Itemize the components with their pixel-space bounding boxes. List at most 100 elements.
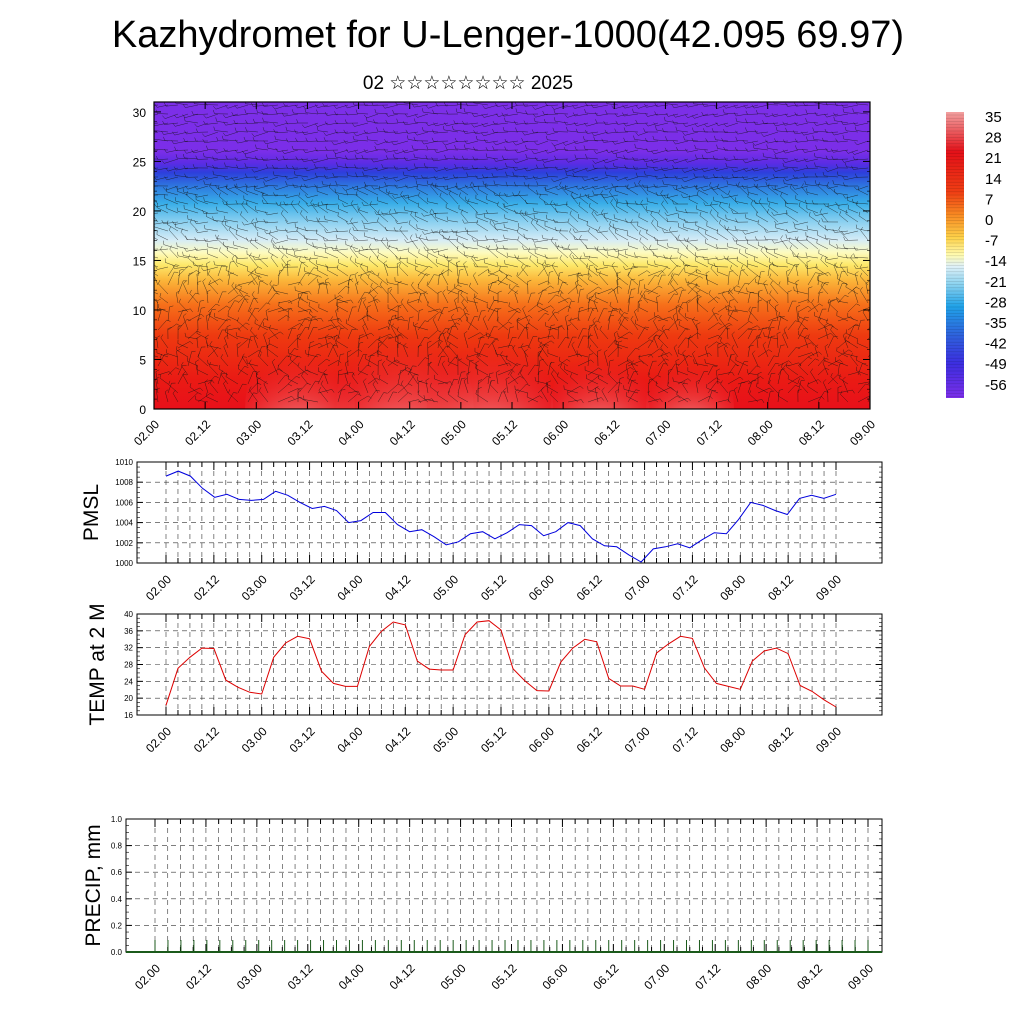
wind-barb — [277, 315, 287, 322]
wind-barb — [857, 320, 862, 331]
wind-barb-flag — [696, 296, 701, 300]
wind-barb-flag — [819, 208, 823, 213]
wind-barb — [667, 370, 669, 385]
wind-barb-flag — [156, 335, 161, 338]
wind-barb-flag — [411, 145, 414, 150]
wind-barb-flag — [514, 149, 518, 154]
wind-barb — [424, 398, 439, 403]
wind-barb-flag — [469, 181, 473, 186]
wind-barb — [434, 131, 449, 134]
wind-barb-flag — [534, 141, 538, 146]
wind-barb-flag — [605, 110, 608, 114]
wind-barb-flag — [445, 327, 450, 330]
wind-barb — [716, 370, 719, 385]
wind-barb — [463, 380, 469, 394]
wind-barb-flag — [405, 167, 409, 171]
wind-barb — [763, 131, 779, 137]
wind-barb-flag — [386, 278, 388, 283]
wind-barb — [807, 192, 819, 196]
wind-barb — [587, 265, 590, 277]
wind-barb-flag — [842, 194, 846, 199]
wind-barb — [466, 320, 479, 331]
wind-barb — [676, 210, 689, 214]
wind-barb-flag — [806, 260, 811, 263]
wind-barb — [707, 365, 714, 376]
wind-barb — [575, 113, 589, 117]
wind-barb-flag — [172, 131, 175, 136]
wind-barb-flag — [304, 167, 308, 171]
wind-barb-flag — [330, 316, 334, 320]
wind-barb — [364, 167, 379, 171]
wind-barb — [447, 220, 459, 223]
wind-barb — [545, 325, 559, 331]
wind-barb — [856, 266, 869, 270]
wind-barb — [257, 346, 262, 358]
wind-barb — [471, 258, 479, 268]
wind-barb — [296, 335, 299, 349]
wind-barb — [456, 358, 469, 367]
wind-barb-flag — [245, 237, 249, 242]
wind-barb-flag — [346, 190, 348, 195]
wind-barb — [387, 266, 399, 269]
wind-barb — [447, 318, 460, 322]
wind-barb-flag — [496, 261, 499, 266]
wind-barb — [225, 224, 239, 232]
wind-barb — [277, 375, 286, 385]
wind-barb-flag — [731, 209, 734, 214]
wind-barb — [277, 368, 289, 376]
wind-barb-flag — [206, 242, 209, 247]
wind-barb — [386, 359, 399, 367]
wind-barb-flag — [536, 219, 538, 224]
wind-barb-flag — [344, 371, 349, 375]
wind-barb-flag — [379, 374, 381, 379]
wind-barb-flag — [549, 361, 552, 366]
wind-barb-flag — [522, 102, 525, 107]
wind-barb-flag — [542, 110, 545, 115]
wind-barb — [306, 167, 319, 172]
wind-barb-flag — [804, 265, 808, 269]
wind-barb-flag — [400, 191, 403, 195]
wind-barb-flag — [191, 110, 194, 115]
wind-barb — [204, 381, 209, 394]
wind-barb-flag — [503, 106, 507, 110]
page-subtitle: 02 ☆☆☆☆☆☆☆☆ 2025 — [362, 73, 574, 94]
wind-barb — [755, 185, 769, 188]
wind-barb-flag — [624, 218, 627, 223]
wind-barb — [837, 364, 840, 376]
wind-barb — [216, 149, 229, 154]
wind-barb-flag — [761, 133, 764, 137]
wind-barb-flag — [721, 175, 724, 180]
wind-barb-flag — [831, 131, 835, 136]
wind-barb-flag — [357, 393, 362, 396]
wind-barb — [464, 122, 479, 125]
wind-barb-flag — [611, 261, 615, 266]
wind-barb — [486, 157, 499, 160]
wind-barb-flag — [262, 117, 264, 122]
wind-barb — [294, 255, 309, 259]
wind-barb-flag — [534, 376, 536, 381]
wind-barb — [766, 301, 769, 313]
wind-barb — [156, 234, 169, 241]
wind-barb-flag — [438, 229, 441, 234]
wind-barb-flag — [235, 332, 237, 337]
wind-barb — [559, 295, 569, 304]
x-tick-label: 02.12 — [182, 417, 213, 448]
wind-barb-flag — [212, 109, 215, 114]
wind-barb — [756, 187, 769, 196]
wind-barb — [356, 131, 369, 137]
wind-barb — [735, 201, 749, 205]
wind-barb-flag — [555, 294, 560, 297]
wind-barb — [824, 346, 829, 358]
wind-barb — [618, 336, 629, 340]
wind-barb-flag — [513, 120, 517, 125]
wind-barb — [388, 248, 399, 259]
wind-barb-flag — [642, 246, 646, 251]
wind-barb-flag — [231, 112, 234, 116]
wind-barb — [157, 266, 169, 270]
wind-barb — [369, 204, 379, 214]
wind-barb-flag — [324, 174, 327, 179]
wind-barb-flag — [361, 246, 364, 251]
wind-barb — [797, 352, 812, 358]
wind-barb — [656, 104, 669, 107]
wind-barb — [786, 176, 799, 181]
